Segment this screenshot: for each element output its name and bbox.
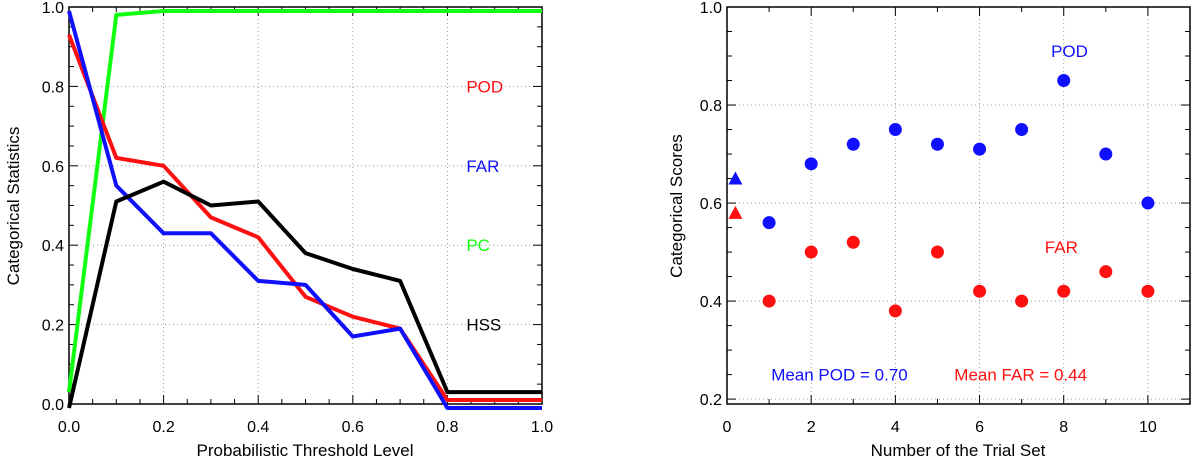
left-x-tick-label: 0.0	[58, 419, 80, 436]
scatter-point-pod	[1015, 123, 1029, 137]
right-x-tick-label: 4	[891, 419, 900, 436]
scatter-point-far	[973, 284, 987, 298]
scatter-point-far	[804, 245, 818, 259]
scatter-point-pod	[888, 123, 902, 137]
scatter-point-far	[762, 294, 776, 308]
left-y-axis-label: Categorical Statistics	[4, 127, 23, 286]
series-line-pod	[67, 34, 542, 402]
initial-marker-pod	[728, 171, 743, 185]
scatter-point-far	[1015, 294, 1029, 308]
left-x-tick-label: 1.0	[531, 419, 553, 436]
scatter-point-far	[888, 304, 902, 318]
right-y-tick-label: 0.6	[700, 196, 722, 213]
scatter-point-pod	[973, 142, 987, 156]
legend-label-hss: HSS	[466, 316, 501, 335]
right-y-tick-label: 0.8	[700, 98, 722, 115]
legend-label-pod: POD	[466, 77, 503, 96]
scatter-point-far	[1057, 284, 1071, 298]
scatter-point-far	[846, 235, 860, 249]
scatter-point-pod	[846, 137, 860, 151]
right-x-tick-label: 0	[723, 419, 732, 436]
scatter-point-far	[1099, 265, 1113, 279]
left-x-tick-label: 0.4	[247, 419, 269, 436]
series-line-pc	[67, 9, 542, 393]
series-line-far	[67, 10, 542, 410]
left-series-lines	[67, 9, 542, 410]
left-y-tick-label: 0.4	[42, 238, 64, 255]
left-x-tick-label: 0.2	[152, 419, 174, 436]
right-gridlines	[727, 7, 1190, 404]
left-y-tick-label: 0.8	[42, 79, 64, 96]
mean-pod-annotation: Mean POD = 0.70	[771, 366, 908, 385]
right-axis-ticks	[726, 6, 1191, 404]
initial-marker-far	[728, 205, 743, 219]
right-y-tick-label: 0.4	[700, 294, 722, 311]
scatter-point-pod	[804, 157, 818, 171]
right-y-tick-label: 0.2	[700, 392, 722, 409]
right-x-tick-label: 6	[975, 419, 984, 436]
left-y-tick-label: 0.2	[42, 318, 64, 335]
mean-far-annotation: Mean FAR = 0.44	[954, 366, 1087, 385]
right-scatter-points	[728, 74, 1155, 318]
left-x-tick-label: 0.8	[436, 419, 458, 436]
right-plot-frame	[726, 6, 1191, 405]
right-x-tick-label: 2	[807, 419, 816, 436]
right-y-axis-label: Categorical Scores	[667, 134, 686, 278]
left-plot-frame	[68, 6, 543, 405]
right-x-tick-label: 10	[1139, 419, 1157, 436]
left-gridlines	[69, 7, 542, 404]
left-y-tick-label: 0.6	[42, 159, 64, 176]
right-y-tick-labels: 0.2 0.4 0.6 0.8 1.0	[700, 0, 722, 409]
right-x-tick-label: 8	[1059, 419, 1068, 436]
right-y-tick-label: 1.0	[700, 0, 722, 17]
threshold-statistics-chart: 0.0 0.2 0.4 0.6 0.8 1.0 0.0 0.2 0.4 0.6 …	[4, 0, 553, 460]
scatter-label-pod: POD	[1051, 42, 1088, 61]
right-x-axis-label: Number of the Trial Set	[871, 441, 1046, 460]
scatter-label-far: FAR	[1045, 238, 1078, 257]
scatter-point-pod	[1099, 147, 1113, 161]
left-y-tick-label: 0.0	[42, 397, 64, 414]
legend-label-far: FAR	[466, 157, 499, 176]
scatter-point-pod	[1141, 196, 1155, 210]
left-x-tick-labels: 0.0 0.2 0.4 0.6 0.8 1.0	[58, 419, 553, 436]
scatter-point-pod	[1057, 74, 1071, 88]
left-y-tick-labels: 0.0 0.2 0.4 0.6 0.8 1.0	[42, 0, 64, 414]
left-y-tick-label: 1.0	[42, 0, 64, 17]
left-series-labels: POD FAR PC HSS	[466, 77, 503, 334]
right-x-tick-labels: 0 2 4 6 8 10	[723, 419, 1157, 436]
right-series-labels: POD FAR Mean POD = 0.70 Mean FAR = 0.44	[771, 42, 1088, 384]
series-line-hss	[67, 179, 542, 409]
scatter-point-far	[1141, 284, 1155, 298]
scatter-point-pod	[762, 216, 776, 230]
left-axis-ticks	[68, 6, 543, 405]
trial-set-scores-chart: 0 2 4 6 8 10 0.2 0.4 0.6 0.8 1.0 Number …	[667, 0, 1191, 460]
legend-label-pc: PC	[466, 236, 490, 255]
left-x-tick-label: 0.6	[342, 419, 364, 436]
left-x-axis-label: Probabilistic Threshold Level	[196, 441, 413, 460]
scatter-point-far	[930, 245, 944, 259]
scatter-point-pod	[930, 137, 944, 151]
